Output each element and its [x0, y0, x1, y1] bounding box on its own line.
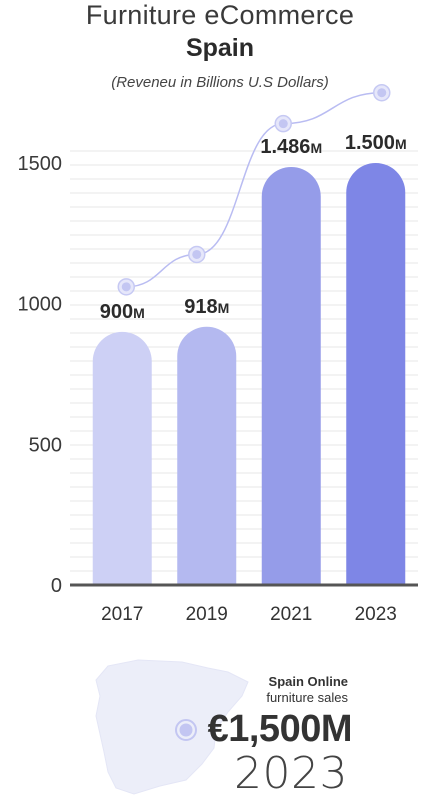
trend-line	[126, 91, 382, 288]
sales-value: €1,500M	[207, 708, 353, 750]
chart-title: Furniture eCommerce	[85, 0, 355, 30]
y-tick-label: 500	[29, 434, 62, 456]
data-label: 1.500M	[345, 132, 407, 154]
data-label: 918M	[184, 296, 229, 318]
trend-point	[192, 249, 202, 259]
trend-point	[121, 282, 131, 292]
y-tick-label: 0	[51, 575, 62, 597]
sales-year: 2023	[234, 748, 348, 799]
data-label: 1.486M	[260, 136, 322, 158]
bar	[346, 163, 406, 586]
sales-label: Spain Online furniture sales	[266, 674, 348, 706]
y-tick-label: 1500	[18, 153, 63, 175]
x-tick-label: 2017	[101, 604, 143, 625]
bar	[261, 166, 321, 585]
chart-subtitle: Spain	[185, 34, 255, 62]
spain-map-icon	[95, 659, 249, 795]
y-tick-label: 1000	[18, 294, 63, 316]
x-tick-label: 2021	[270, 604, 312, 625]
x-tick-label: 2019	[186, 604, 228, 625]
trend-point	[278, 119, 288, 129]
x-tick-label: 2023	[355, 604, 397, 625]
data-label: 900M	[100, 301, 145, 323]
bar-chart: 0 500 1000 1500 900M 2017 918M 2019 1.486M 2021 1.…	[18, 83, 418, 625]
sales-label-desc: furniture sales	[266, 690, 348, 705]
chart-note: (Reveneu in Billions U.S Dollars)	[111, 74, 329, 91]
bar	[92, 331, 152, 585]
bar	[177, 326, 237, 585]
sales-label-title: Spain Online	[268, 674, 348, 689]
trend-point	[377, 88, 387, 98]
